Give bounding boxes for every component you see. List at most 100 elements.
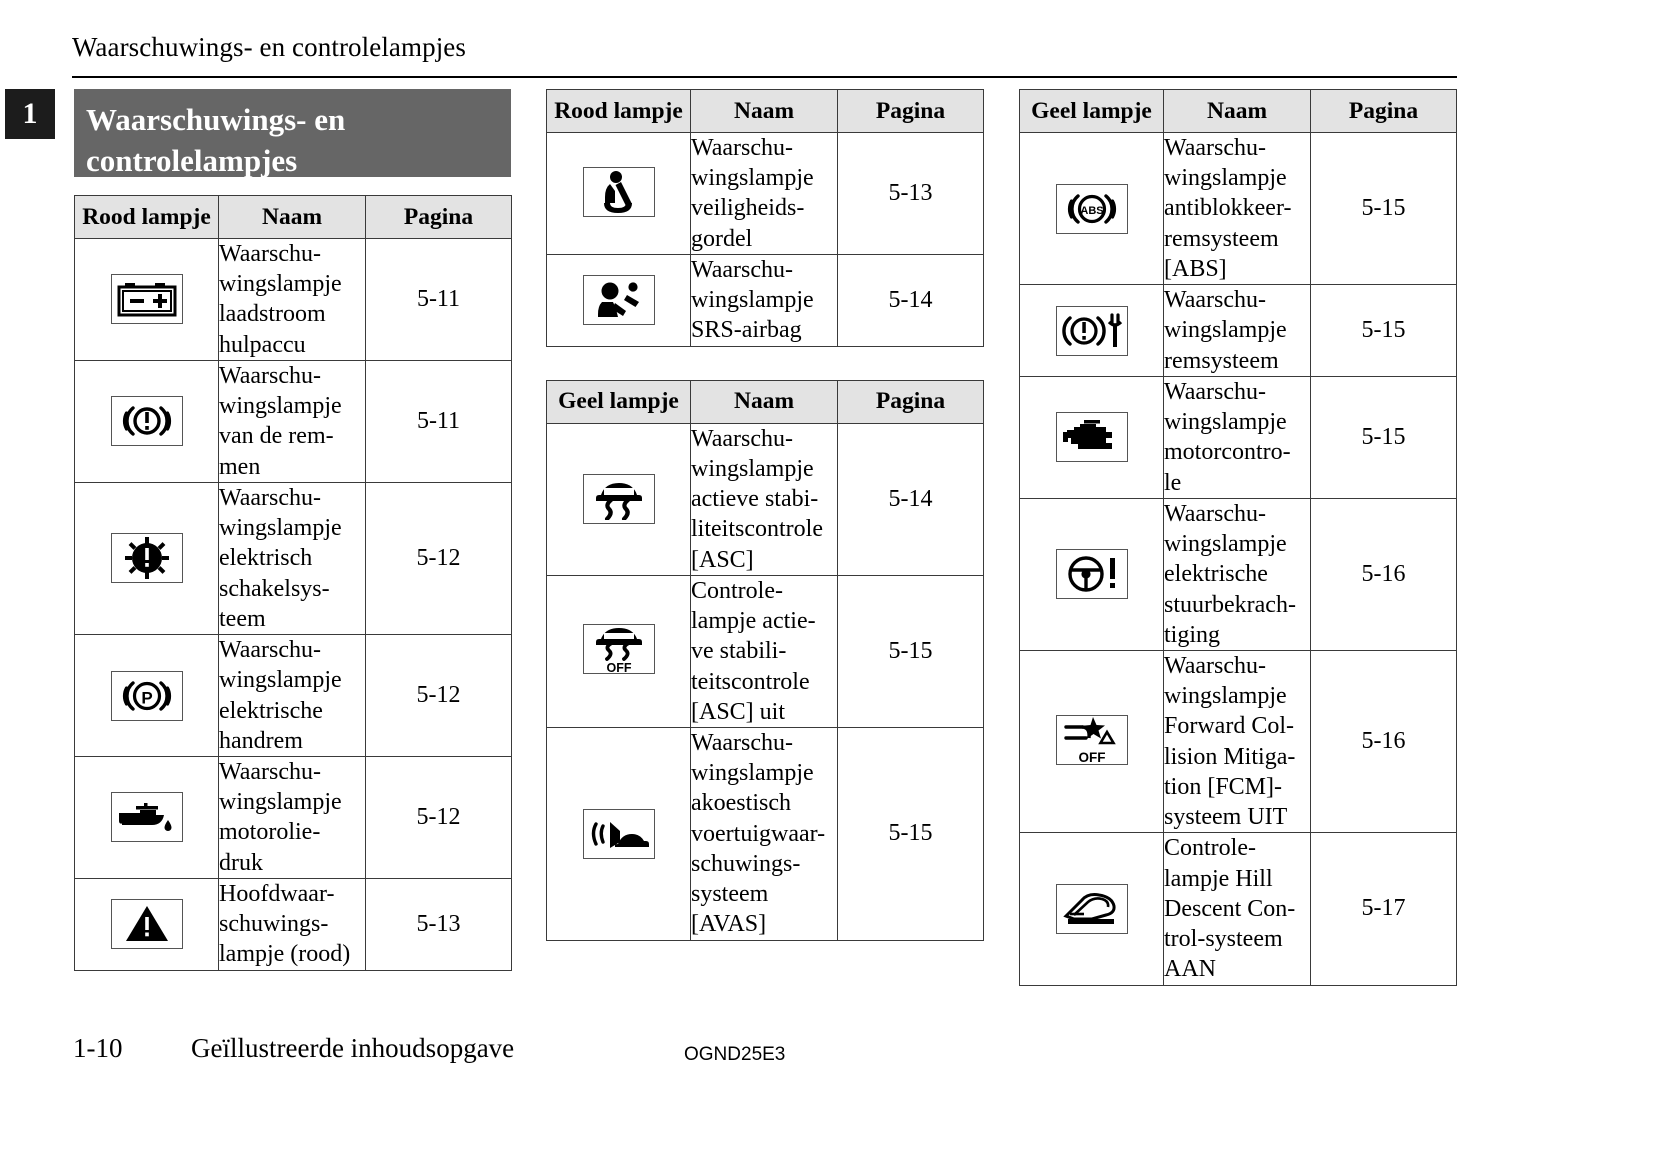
lamp-name-cell: Waarschu-wingslampje motorolie-druk bbox=[218, 755, 366, 879]
table-row: ABS Waarschu-wingslampje antiblokkeer-rem… bbox=[1019, 131, 1457, 286]
lamp-icon-cell: ABS bbox=[1019, 131, 1164, 286]
lamp-page-cell: 5-12 bbox=[365, 755, 512, 879]
table-row: Waarschu-wingslampje SRS-airbag 5-14 bbox=[546, 253, 984, 347]
avas-acoustic-vehicle-icon bbox=[582, 808, 655, 859]
asc-skid-icon bbox=[582, 473, 655, 524]
lamp-name-cell: Waarschu-wingslampje remsysteem bbox=[1163, 284, 1311, 377]
lamp-name-cell: Waarschu-wingslampje elektrisch schakelsys… bbox=[218, 481, 366, 636]
master-warning-triangle-icon bbox=[110, 899, 183, 950]
engine-check-icon bbox=[1055, 412, 1128, 463]
table-row: P Waarschu-wingslampje elektrische handrem… bbox=[74, 634, 512, 757]
lamp-icon-cell bbox=[546, 726, 691, 941]
lamp-page-cell: 5-15 bbox=[1310, 131, 1457, 286]
lamp-icon-cell bbox=[1019, 375, 1164, 499]
seatbelt-warning-icon bbox=[582, 167, 655, 218]
header-rule bbox=[72, 76, 1457, 78]
lamp-table: Rood lampje Naam Pagina Waarschu-wingslamp… bbox=[546, 89, 984, 347]
srs-airbag-icon bbox=[582, 275, 655, 326]
lamp-page-cell: 5-14 bbox=[837, 253, 984, 347]
table-row: Waarschu-wingslampje akoestisch voertuigwa… bbox=[546, 726, 984, 941]
table-header-row: Rood lampje Naam Pagina bbox=[546, 89, 984, 133]
table-row: Controle-lampje Hill Descent Con-trol-sys… bbox=[1019, 832, 1457, 986]
lamp-page-cell: 5-12 bbox=[365, 634, 512, 757]
lamp-page-cell: 5-15 bbox=[1310, 284, 1457, 377]
lamp-name-cell: Controle-lampje Hill Descent Con-trol-sys… bbox=[1163, 832, 1311, 986]
lamp-icon-cell bbox=[74, 238, 219, 361]
lamp-icon-cell bbox=[74, 359, 219, 483]
lamp-icon-cell: P bbox=[74, 634, 219, 757]
lamp-icon-cell bbox=[74, 755, 219, 879]
lamp-page-cell: 5-17 bbox=[1310, 832, 1457, 986]
lamp-page-cell: 5-13 bbox=[365, 877, 512, 971]
engine-oil-pressure-icon bbox=[110, 792, 183, 843]
column-header-lamp: Rood lampje bbox=[74, 195, 219, 239]
lamp-name-cell: Hoofdwaar-schuwings-lampje (rood) bbox=[218, 877, 366, 971]
column-header-name: Naam bbox=[690, 89, 838, 133]
table-header-row: Geel lampje Naam Pagina bbox=[1019, 89, 1457, 133]
table-row: Waarschu-wingslampje laadstroom hulpaccu 5-… bbox=[74, 238, 512, 361]
table-row: Waarschu-wingslampje motorolie-druk 5-12 bbox=[74, 755, 512, 879]
table-header-row: Rood lampje Naam Pagina bbox=[74, 195, 512, 239]
lamp-page-cell: 5-13 bbox=[837, 132, 984, 255]
column-header-lamp: Geel lampje bbox=[546, 379, 691, 424]
electric-shift-system-icon bbox=[110, 532, 183, 583]
lamp-page-cell: 5-11 bbox=[365, 238, 512, 361]
abs-icon: ABS bbox=[1055, 183, 1128, 234]
lamp-name-cell: Waarschu-wingslampje akoestisch voertuigwa… bbox=[690, 726, 838, 941]
lamp-name-cell: Controle-lampje actie-ve stabili-teitsco… bbox=[690, 574, 838, 728]
lamp-name-cell: Waarschu-wingslampje elektrische stuurbekr… bbox=[1163, 497, 1311, 651]
fcm-off-icon: OFF bbox=[1055, 714, 1128, 765]
lamp-icon-cell bbox=[546, 132, 691, 255]
lamp-page-cell: 5-15 bbox=[837, 574, 984, 728]
lamp-icon-cell bbox=[1019, 832, 1164, 986]
lamp-icon-cell bbox=[74, 877, 219, 971]
brake-warning-icon bbox=[110, 396, 183, 447]
lamp-page-cell: 5-15 bbox=[1310, 375, 1457, 499]
lamp-icon-cell bbox=[1019, 497, 1164, 651]
lamp-name-cell: Waarschu-wingslampje van de rem-men bbox=[218, 359, 366, 483]
lamp-icon-cell bbox=[1019, 284, 1164, 377]
lamp-name-cell: Waarschu-wingslampje SRS-airbag bbox=[690, 253, 838, 347]
column-left: Rood lampje Naam Pagina Waarschu-wingslamp… bbox=[74, 195, 512, 1004]
lamp-table: Geel lampje Naam Pagina ABS Waarschu-wings… bbox=[1019, 89, 1457, 986]
electric-power-steering-icon bbox=[1055, 549, 1128, 600]
chapter-tab: 1 bbox=[5, 89, 55, 139]
table-row: Waarschu-wingslampje elektrische stuurbekr… bbox=[1019, 497, 1457, 651]
battery-charge-icon bbox=[110, 274, 183, 325]
lamp-page-cell: 5-14 bbox=[837, 422, 984, 576]
column-header-name: Naam bbox=[1163, 89, 1311, 133]
lamp-table: Geel lampje Naam Pagina Waarschu-wingslamp… bbox=[546, 379, 984, 941]
hill-descent-control-icon bbox=[1055, 883, 1128, 934]
svg-text:OFF: OFF bbox=[606, 661, 631, 673]
footer-document-code: OGND25E3 bbox=[684, 1044, 786, 1065]
brake-system-wrench-icon bbox=[1055, 305, 1128, 356]
lamp-table: Rood lampje Naam Pagina Waarschu-wingslamp… bbox=[74, 195, 512, 971]
column-header-lamp: Geel lampje bbox=[1019, 89, 1164, 133]
lamp-page-cell: 5-15 bbox=[837, 726, 984, 941]
column-header-page: Pagina bbox=[1310, 89, 1457, 133]
table-row: OFF Waarschu-wingslampje Forward Col-lisi… bbox=[1019, 649, 1457, 834]
column-header-lamp: Rood lampje bbox=[546, 89, 691, 133]
lamp-page-cell: 5-16 bbox=[1310, 497, 1457, 651]
lamp-name-cell: Waarschu-wingslampje veiligheids-gordel bbox=[690, 132, 838, 255]
lamp-icon-cell: OFF bbox=[1019, 649, 1164, 834]
table-row: Hoofdwaar-schuwings-lampje (rood) 5-13 bbox=[74, 877, 512, 971]
table-row: Waarschu-wingslampje remsysteem 5-15 bbox=[1019, 284, 1457, 377]
table-row: OFF Controle-lampje actie-ve stabili-tei… bbox=[546, 574, 984, 728]
svg-text:ABS: ABS bbox=[1080, 205, 1103, 217]
asc-off-icon: OFF bbox=[582, 624, 655, 675]
footer-title: Geïllustreerde inhoudsopgave bbox=[191, 1033, 515, 1063]
lamp-page-cell: 5-12 bbox=[365, 481, 512, 636]
table-row: Waarschu-wingslampje veiligheids-gordel 5-… bbox=[546, 132, 984, 255]
lamp-name-cell: Waarschu-wingslampje motorcontro-le bbox=[1163, 375, 1311, 499]
lamp-name-cell: Waarschu-wingslampje actieve stabi-liteit… bbox=[690, 422, 838, 576]
column-right: Geel lampje Naam Pagina ABS Waarschu-wings… bbox=[1019, 89, 1457, 1019]
column-header-page: Pagina bbox=[837, 379, 984, 424]
lamp-name-cell: Waarschu-wingslampje laadstroom hulpaccu bbox=[218, 238, 366, 361]
lamp-page-cell: 5-16 bbox=[1310, 649, 1457, 834]
footer-page-number: 1-10 bbox=[73, 1033, 123, 1063]
table-row: Waarschu-wingslampje van de rem-men 5-11 bbox=[74, 359, 512, 483]
lamp-icon-cell bbox=[546, 253, 691, 347]
lamp-name-cell: Waarschu-wingslampje antiblokkeer-remsyst… bbox=[1163, 131, 1311, 286]
lamp-icon-cell bbox=[546, 422, 691, 576]
